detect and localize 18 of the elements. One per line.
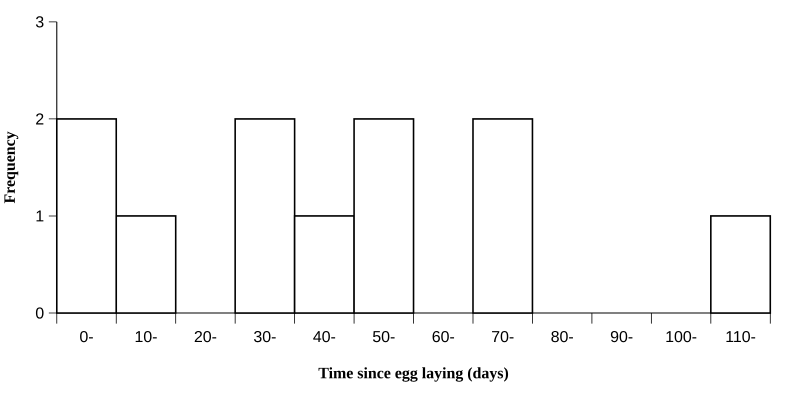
- x-tick-label: 0-: [80, 330, 93, 342]
- y-tick-label: 0: [36, 307, 44, 318]
- y-tick-label: 1: [36, 210, 44, 222]
- x-tick-label: 90-: [610, 330, 632, 342]
- y-axis-title: Frequency: [4, 131, 18, 204]
- x-tick-label: 10-: [136, 330, 157, 342]
- x-tick-label: 80-: [551, 330, 573, 342]
- x-axis-title: Time since egg laying (days): [318, 367, 508, 382]
- x-tick-label: 100-: [666, 330, 696, 342]
- y-tick-label: 3: [36, 16, 44, 28]
- x-tick-label: 110-: [726, 330, 756, 342]
- x-tick-label: 30-: [254, 330, 276, 342]
- y-tick-label: 2: [36, 113, 44, 124]
- x-tick-label: 40-: [313, 330, 336, 342]
- x-tick-label: 70-: [492, 330, 514, 342]
- x-tick-label: 20-: [194, 330, 216, 342]
- x-tick-label: 60-: [432, 330, 454, 342]
- x-tick-label: 50-: [372, 330, 395, 342]
